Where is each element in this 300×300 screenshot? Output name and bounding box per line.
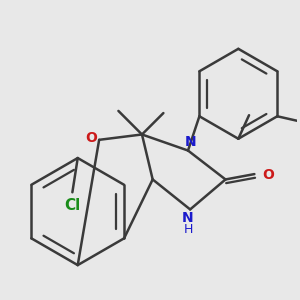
- Text: O: O: [86, 131, 98, 145]
- Text: Cl: Cl: [64, 198, 80, 213]
- Text: O: O: [262, 168, 274, 182]
- Text: N: N: [182, 211, 194, 225]
- Text: H: H: [183, 223, 193, 236]
- Text: N: N: [184, 135, 196, 149]
